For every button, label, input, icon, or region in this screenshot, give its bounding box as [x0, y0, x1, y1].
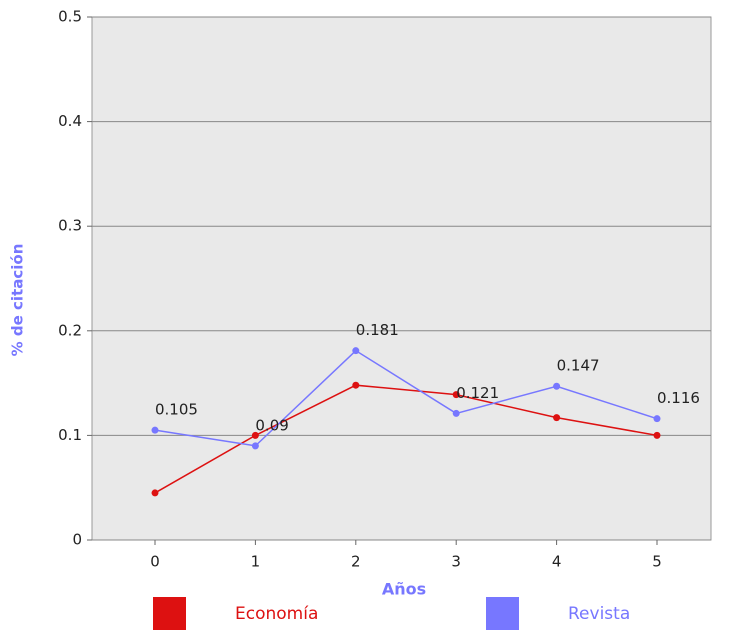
data-label: 0.105	[155, 401, 198, 419]
data-label: 0.121	[456, 384, 499, 402]
series-line	[154, 349, 658, 447]
data-label: 0.09	[255, 416, 288, 434]
data-point	[452, 391, 460, 399]
data-point	[452, 409, 460, 417]
data-point	[553, 414, 561, 422]
data-point	[151, 489, 159, 497]
data-point	[352, 381, 360, 389]
data-point	[553, 382, 561, 390]
legend-label: Economía	[235, 604, 318, 624]
x-tick-label: 3	[451, 553, 461, 571]
data-point	[251, 442, 259, 450]
data-label: 0.147	[557, 357, 600, 375]
x-tick-label: 2	[351, 553, 361, 571]
y-axis-label: % de citación	[9, 244, 27, 357]
data-point	[352, 347, 360, 355]
data-point	[653, 431, 661, 439]
x-tick-label: 5	[652, 553, 662, 571]
x-tick-label: 1	[251, 553, 261, 571]
y-tick-label: 0.1	[58, 426, 82, 444]
data-label: 0.181	[356, 321, 399, 339]
data-point	[653, 415, 661, 423]
legend-swatch	[486, 597, 519, 630]
x-axis-label: Años	[382, 580, 426, 599]
x-tick-label: 0	[150, 553, 160, 571]
y-tick-label: 0.2	[58, 321, 82, 339]
y-tick-label: 0.4	[58, 112, 82, 130]
series-line	[154, 384, 658, 494]
data-point	[251, 431, 259, 439]
data-label: 0.116	[657, 389, 700, 407]
legend-label: Revista	[568, 604, 630, 624]
y-tick-label: 0	[72, 531, 82, 549]
legend-swatch	[153, 597, 186, 630]
x-tick-label: 4	[552, 553, 562, 571]
y-tick-label: 0.3	[58, 217, 82, 235]
plot-area	[91, 16, 712, 541]
y-tick-label: 0.5	[58, 8, 82, 26]
data-point	[151, 426, 159, 434]
